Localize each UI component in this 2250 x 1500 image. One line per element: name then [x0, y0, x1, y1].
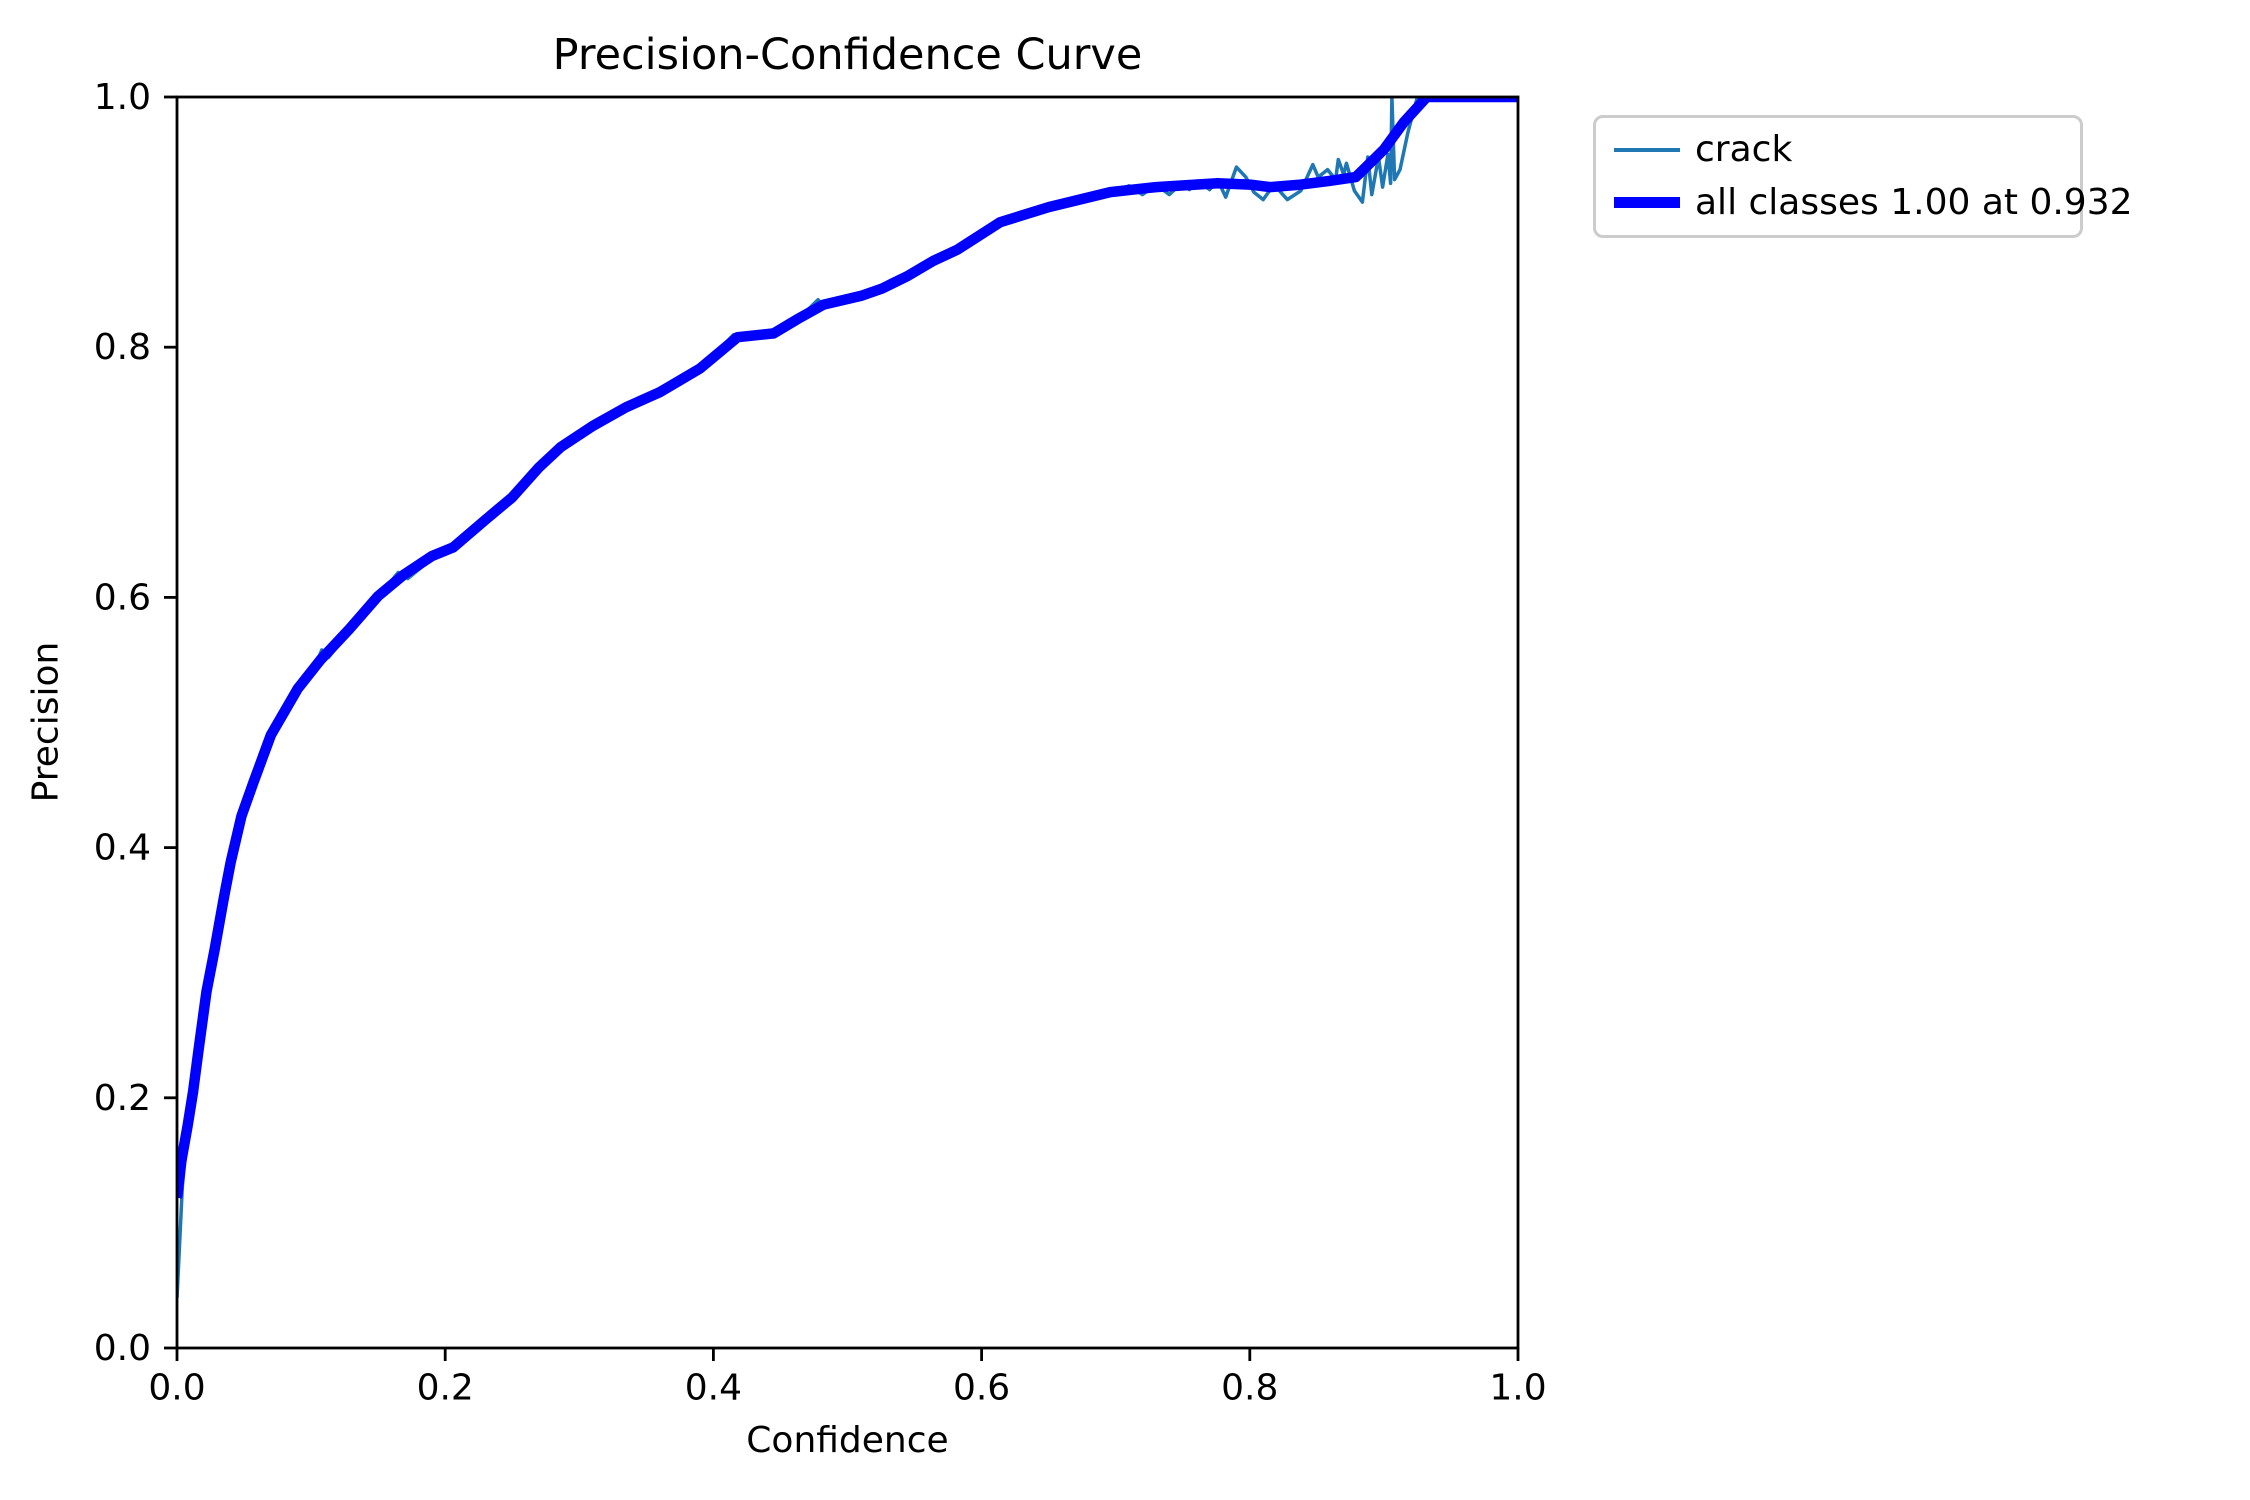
y-tick-label: 0.2 [94, 1078, 151, 1119]
all-classes-line-swatch [1614, 197, 1680, 209]
y-tick-label: 0.6 [94, 577, 151, 618]
x-tick-label: 0.6 [953, 1368, 1010, 1409]
x-axis-label: Confidence [746, 1420, 949, 1461]
x-tick-label: 0.0 [148, 1368, 205, 1409]
y-axis-label: Precision [25, 641, 67, 803]
all-classes-line [177, 97, 1518, 1199]
y-tick-label: 0.4 [94, 828, 151, 869]
x-tick-label: 1.0 [1489, 1368, 1546, 1409]
x-tick-label: 0.4 [685, 1368, 742, 1409]
chart-title: Precision-Confidence Curve [552, 30, 1143, 80]
legend-entry-crack: crack [1614, 128, 2080, 172]
axes-spines [175, 95, 1520, 1350]
legend-entry-all-classes: all classes 1.00 at 0.932 [1614, 181, 2133, 225]
y-tick-label: 0.0 [94, 1328, 151, 1369]
legend-label-all-classes: all classes 1.00 at 0.932 [1695, 181, 2133, 223]
legend: crack all classes 1.00 at 0.932 [1593, 115, 2133, 238]
y-tick-label: 1.0 [94, 77, 151, 118]
x-tick-label: 0.2 [417, 1368, 474, 1409]
axis-ticks: 0.0 0.2 0.4 0.6 0.8 1.0 0.0 0.2 0.4 0.6 0.8 1.0 [94, 77, 1547, 1409]
legend-label-crack: crack [1695, 129, 1793, 171]
crack-line-swatch [1614, 148, 1680, 153]
crack-line [177, 97, 1518, 1299]
y-tick-label: 0.8 [94, 327, 151, 368]
curves [177, 97, 1518, 1299]
x-tick-label: 0.8 [1221, 1368, 1278, 1409]
